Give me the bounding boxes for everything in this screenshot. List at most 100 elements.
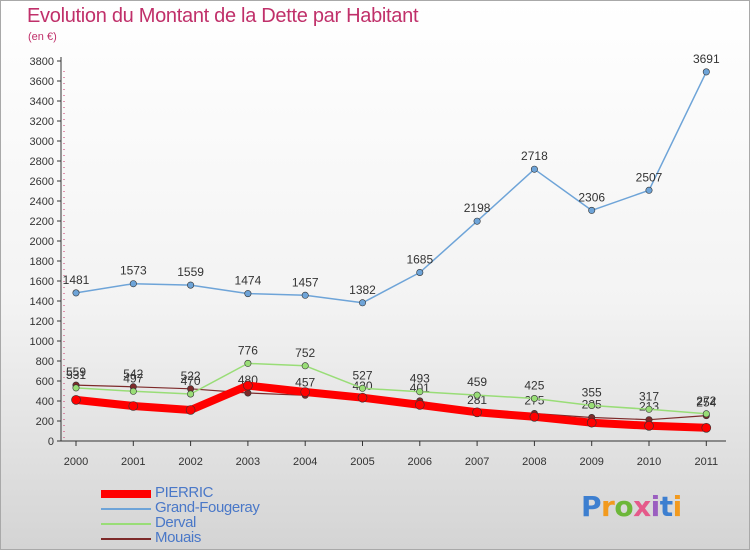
y-tick-label: 1000 <box>30 336 54 348</box>
legend-swatch <box>101 508 151 510</box>
data-point-grand-fougeray <box>244 290 252 298</box>
data-label-grand-fougeray: 1382 <box>349 283 376 297</box>
data-point-pierric <box>701 422 712 433</box>
data-label-derval: 493 <box>410 372 430 386</box>
data-label-grand-fougeray: 2507 <box>636 170 663 184</box>
data-point-grand-fougeray <box>645 186 653 194</box>
data-point-derval <box>129 387 137 395</box>
data-label-derval: 355 <box>582 386 602 400</box>
legend-swatch <box>101 490 151 498</box>
data-label-derval: 425 <box>524 379 544 393</box>
data-point-derval <box>301 362 309 370</box>
data-label-derval: 776 <box>238 343 258 357</box>
series-line-pierric <box>75 381 707 432</box>
data-point-pierric <box>586 417 597 428</box>
data-label-grand-fougeray: 1573 <box>120 264 147 278</box>
y-tick-label: 1200 <box>30 316 54 328</box>
data-point-pierric <box>128 401 139 411</box>
data-label-mouais: 457 <box>295 375 315 389</box>
logo-letter: r <box>601 490 615 523</box>
y-tick-label: 1400 <box>30 296 54 308</box>
data-label-derval: 459 <box>467 375 487 389</box>
data-point-derval <box>530 394 538 402</box>
data-point-derval <box>588 401 596 409</box>
data-point-pierric <box>644 420 654 431</box>
data-point-pierric <box>185 405 196 415</box>
legend-swatch <box>101 523 151 525</box>
data-point-derval <box>72 384 80 392</box>
data-point-pierric <box>71 395 81 405</box>
data-point-grand-fougeray <box>72 289 80 297</box>
x-tick-label: 2006 <box>408 456 432 468</box>
data-label-mouais: 281 <box>467 393 487 407</box>
legend-label: PIERRIC <box>155 484 214 501</box>
data-label-derval: 497 <box>123 371 143 385</box>
data-label-grand-fougeray: 2198 <box>464 201 491 215</box>
x-tick-label: 2002 <box>178 456 202 468</box>
data-point-pierric <box>414 400 425 410</box>
data-label-derval: 752 <box>295 346 315 360</box>
y-tick-label: 0 <box>48 436 54 448</box>
y-tick-label: 3400 <box>30 96 54 108</box>
x-tick-label: 2001 <box>121 456 145 468</box>
logo-letter: o <box>614 490 634 523</box>
data-label-derval: 317 <box>639 389 659 403</box>
x-tick-label: 2010 <box>637 456 661 468</box>
data-label-mouais: 559 <box>66 365 86 379</box>
data-label-derval: 272 <box>696 394 716 408</box>
data-point-grand-fougeray <box>358 299 366 307</box>
y-tick-label: 2800 <box>30 156 54 168</box>
data-point-grand-fougeray <box>416 268 424 276</box>
y-tick-label: 2600 <box>30 176 54 188</box>
legend-swatch <box>101 538 151 540</box>
data-label-derval: 531 <box>66 368 86 382</box>
y-tick-label: 3200 <box>30 116 54 128</box>
data-label-derval: 527 <box>352 368 372 382</box>
legend-label: Derval <box>155 514 196 531</box>
chart-subtitle: (en €) <box>28 31 57 43</box>
series-line-grand-fougeray <box>75 71 707 304</box>
data-point-grand-fougeray <box>187 281 195 289</box>
series-line-derval <box>75 362 707 415</box>
y-tick-label: 3600 <box>30 76 54 88</box>
x-tick-label: 2000 <box>64 456 88 468</box>
x-tick-label: 2004 <box>293 456 317 468</box>
data-point-pierric <box>472 407 482 418</box>
x-tick-label: 2011 <box>694 456 718 468</box>
proxiti-logo: Proxiti <box>581 490 682 523</box>
logo-letter: t <box>659 490 673 523</box>
data-label-derval: 470 <box>181 374 201 388</box>
legend-label: Grand-Fougeray <box>155 499 260 516</box>
data-label-grand-fougeray: 1481 <box>63 273 90 287</box>
logo-letter: x <box>633 490 651 523</box>
data-point-derval <box>473 391 481 399</box>
data-label-grand-fougeray: 1474 <box>235 274 262 288</box>
y-tick-label: 1800 <box>30 256 54 268</box>
data-label-mouais: 542 <box>123 367 143 381</box>
y-tick-label: 2400 <box>30 196 54 208</box>
y-tick-label: 400 <box>36 396 54 408</box>
data-point-grand-fougeray <box>588 206 596 214</box>
x-tick-label: 2008 <box>522 456 546 468</box>
data-point-derval <box>358 384 366 392</box>
y-tick-label: 3800 <box>30 56 54 68</box>
logo-letter: i <box>672 490 683 523</box>
data-label-grand-fougeray: 2306 <box>578 190 605 204</box>
data-point-pierric <box>243 380 253 391</box>
y-tick-label: 2200 <box>30 216 54 228</box>
data-point-grand-fougeray <box>301 291 309 299</box>
chart-title: Evolution du Montant de la Dette par Hab… <box>27 5 419 27</box>
data-label-grand-fougeray: 2718 <box>521 149 548 163</box>
data-point-grand-fougeray <box>702 68 710 76</box>
data-label-mouais: 522 <box>181 369 201 383</box>
data-label-grand-fougeray: 1559 <box>177 265 204 279</box>
data-point-pierric <box>529 411 540 422</box>
data-label-grand-fougeray: 3691 <box>693 52 720 66</box>
y-tick-label: 800 <box>36 356 54 368</box>
x-tick-label: 2009 <box>579 456 603 468</box>
data-label-grand-fougeray: 1457 <box>292 275 319 289</box>
data-label-grand-fougeray: 1685 <box>406 253 433 267</box>
data-point-derval <box>702 410 710 418</box>
data-point-derval <box>244 359 252 367</box>
